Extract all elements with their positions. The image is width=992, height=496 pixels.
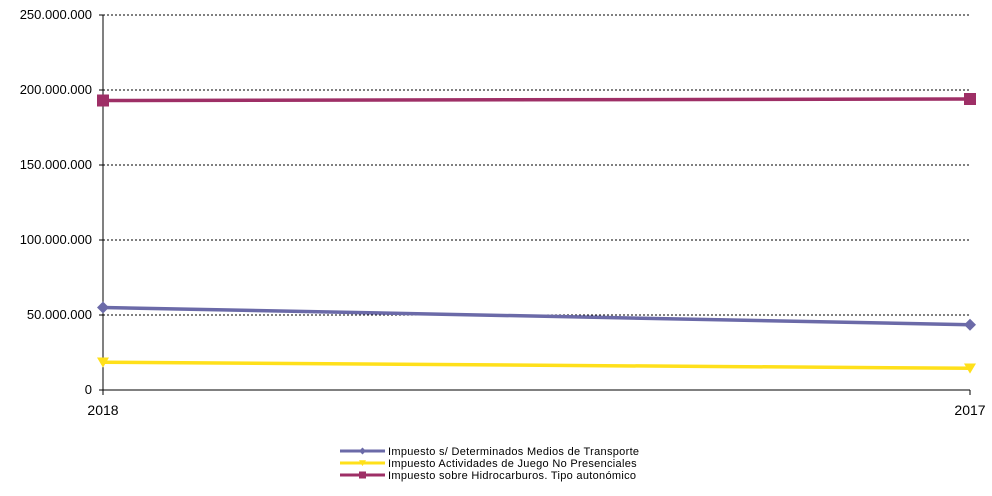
series-line: [102, 97, 971, 103]
series-group: [97, 93, 976, 374]
y-tick-label: 150.000.000: [20, 157, 92, 172]
legend-swatch-marker: [359, 471, 366, 479]
legend: Impuesto s/ Determinados Medios de Trans…: [340, 446, 639, 482]
grid-lines: [103, 14, 970, 316]
series-2: [97, 93, 976, 107]
data-point: [964, 318, 976, 331]
series-line: [102, 305, 971, 327]
legend-swatch-marker: [359, 447, 366, 455]
y-tick-label: 250.000.000: [20, 7, 92, 22]
legend-label: Impuesto sobre Hidrocarburos. Tipo auton…: [388, 470, 636, 482]
series-line: [102, 360, 971, 370]
y-axis-ticks: 0 50.000.000 100.000.000 150.000.000 200.000…: [20, 7, 104, 397]
data-point: [97, 357, 109, 368]
data-point: [964, 93, 976, 105]
y-tick-label: 100.000.000: [20, 232, 92, 247]
legend-item: Impuesto Actividades de Juego No Presenc…: [340, 458, 637, 470]
x-axis: 2018 2017: [87, 389, 986, 418]
legend-item: Impuesto s/ Determinados Medios de Trans…: [340, 446, 639, 458]
x-tick-label: 2017: [954, 402, 985, 418]
data-point: [97, 301, 109, 314]
x-tick-label: 2018: [87, 402, 118, 418]
y-tick-label: 200.000.000: [20, 82, 92, 97]
legend-swatch-marker: [359, 460, 366, 467]
data-point: [97, 94, 109, 107]
y-tick-label: 50.000.000: [27, 307, 92, 322]
series-1: [97, 357, 976, 374]
series-0: [97, 301, 976, 331]
legend-label: Impuesto Actividades de Juego No Presenc…: [388, 458, 637, 470]
y-tick-label: 0: [85, 382, 92, 397]
data-point: [964, 363, 976, 374]
legend-item: Impuesto sobre Hidrocarburos. Tipo auton…: [340, 470, 636, 482]
legend-label: Impuesto s/ Determinados Medios de Trans…: [388, 446, 639, 458]
